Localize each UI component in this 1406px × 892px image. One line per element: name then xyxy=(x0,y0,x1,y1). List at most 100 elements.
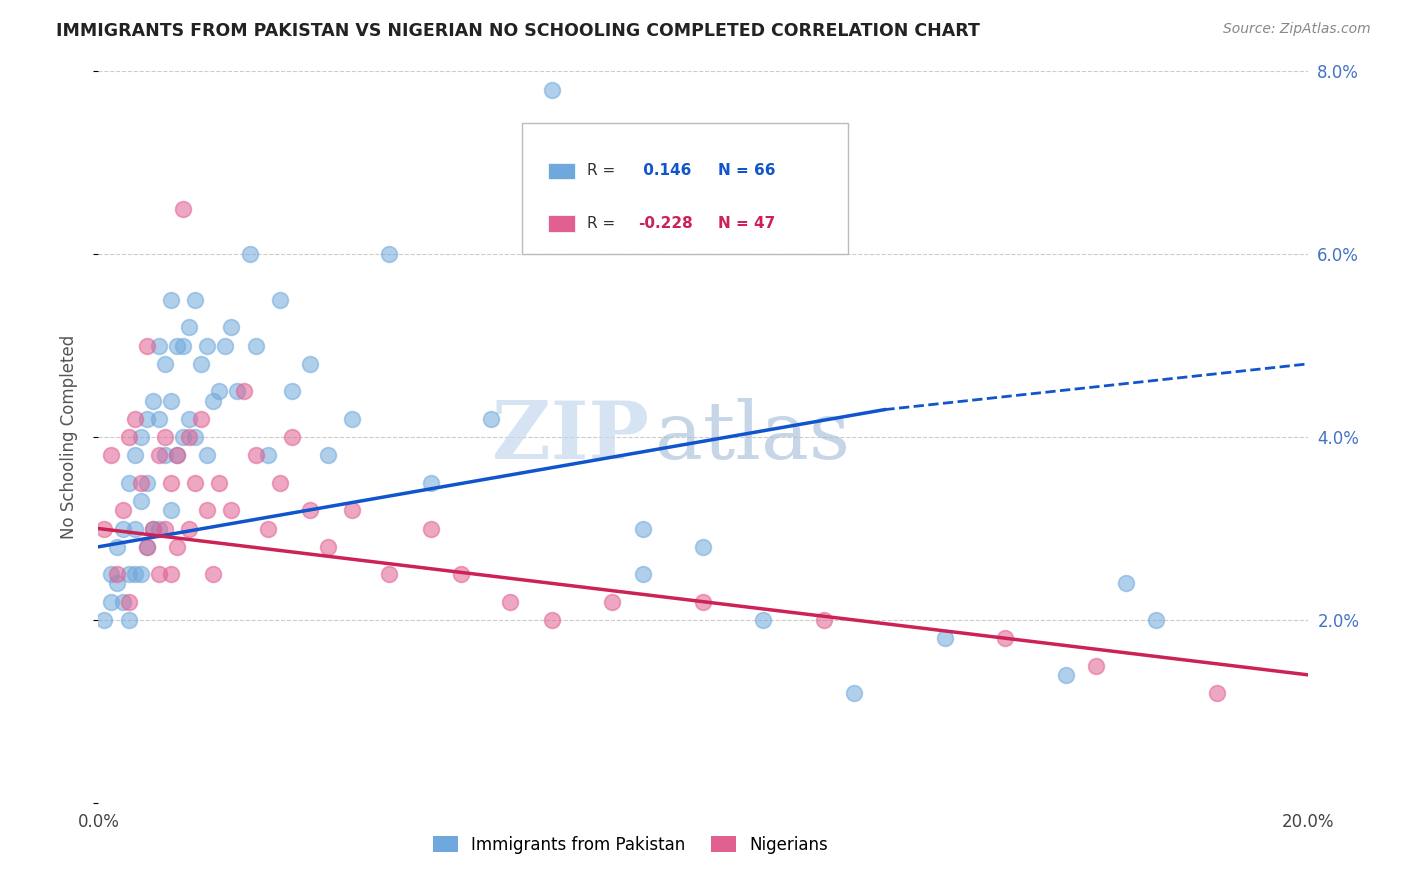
Text: R =: R = xyxy=(586,163,620,178)
Point xyxy=(226,384,249,399)
Point xyxy=(118,475,141,490)
Point xyxy=(166,540,188,554)
Point xyxy=(111,595,134,609)
Point xyxy=(148,567,170,582)
Point xyxy=(124,412,146,426)
Point xyxy=(692,540,714,554)
Point xyxy=(105,540,128,554)
Point xyxy=(135,540,157,554)
Point xyxy=(148,449,170,463)
Point xyxy=(934,632,956,646)
Point xyxy=(100,567,122,582)
Point xyxy=(540,613,562,627)
Point xyxy=(342,412,364,426)
Text: 0.146: 0.146 xyxy=(638,163,692,178)
Point xyxy=(450,567,472,582)
Point xyxy=(184,475,207,490)
Point xyxy=(124,521,146,535)
Point xyxy=(540,83,562,97)
Point xyxy=(111,521,134,535)
Point xyxy=(129,494,152,508)
Point xyxy=(202,393,225,408)
Point xyxy=(316,540,339,554)
Point xyxy=(1085,658,1108,673)
Point xyxy=(195,338,218,352)
Point xyxy=(105,567,128,582)
Point xyxy=(135,412,157,426)
Point xyxy=(160,393,183,408)
Point xyxy=(1144,613,1167,627)
Point xyxy=(190,412,212,426)
Point xyxy=(1115,576,1137,591)
Point xyxy=(377,247,399,261)
Point xyxy=(752,613,775,627)
Point xyxy=(118,613,141,627)
Point xyxy=(160,567,183,582)
Point xyxy=(93,521,115,535)
Point xyxy=(631,567,654,582)
Point xyxy=(299,503,322,517)
Point xyxy=(153,357,176,371)
Point xyxy=(245,449,267,463)
Point xyxy=(420,475,443,490)
Point xyxy=(195,503,218,517)
Point xyxy=(166,338,188,352)
Point xyxy=(195,449,218,463)
Text: ZIP: ZIP xyxy=(492,398,648,476)
Point xyxy=(342,503,364,517)
Point xyxy=(142,393,165,408)
Point xyxy=(124,449,146,463)
Point xyxy=(420,521,443,535)
Point xyxy=(377,567,399,582)
Point xyxy=(160,293,183,307)
Point xyxy=(994,632,1017,646)
Text: Source: ZipAtlas.com: Source: ZipAtlas.com xyxy=(1223,22,1371,37)
Point xyxy=(179,430,201,444)
Point xyxy=(214,338,236,352)
Text: -0.228: -0.228 xyxy=(638,216,693,231)
Point xyxy=(269,475,291,490)
Point xyxy=(172,338,194,352)
Point xyxy=(208,384,231,399)
Point xyxy=(124,567,146,582)
Point xyxy=(93,613,115,627)
Point xyxy=(129,475,152,490)
Point xyxy=(202,567,225,582)
Point xyxy=(221,503,243,517)
Point xyxy=(118,430,141,444)
Point xyxy=(631,521,654,535)
Point xyxy=(172,202,194,216)
Point xyxy=(179,412,201,426)
Point xyxy=(299,357,322,371)
Point xyxy=(100,449,122,463)
Point xyxy=(142,521,165,535)
Point xyxy=(129,567,152,582)
Point xyxy=(208,475,231,490)
Text: atlas: atlas xyxy=(655,398,849,476)
Point xyxy=(179,320,201,334)
Point xyxy=(111,503,134,517)
Point xyxy=(1206,686,1229,700)
Point xyxy=(105,576,128,591)
FancyBboxPatch shape xyxy=(522,122,848,254)
Point xyxy=(481,412,503,426)
Point xyxy=(118,567,141,582)
Point xyxy=(602,595,624,609)
Point xyxy=(844,686,866,700)
Text: R =: R = xyxy=(586,216,620,231)
Bar xyxy=(548,163,575,179)
Text: N = 47: N = 47 xyxy=(717,216,775,231)
Point xyxy=(184,430,207,444)
Point xyxy=(148,412,170,426)
Point xyxy=(100,595,122,609)
Text: N = 66: N = 66 xyxy=(717,163,775,178)
Point xyxy=(281,384,304,399)
Point xyxy=(153,449,176,463)
Point xyxy=(142,521,165,535)
Point xyxy=(179,521,201,535)
Point xyxy=(118,595,141,609)
Point xyxy=(245,338,267,352)
Legend: Immigrants from Pakistan, Nigerians: Immigrants from Pakistan, Nigerians xyxy=(426,829,834,860)
Point xyxy=(498,595,520,609)
Point xyxy=(316,449,339,463)
